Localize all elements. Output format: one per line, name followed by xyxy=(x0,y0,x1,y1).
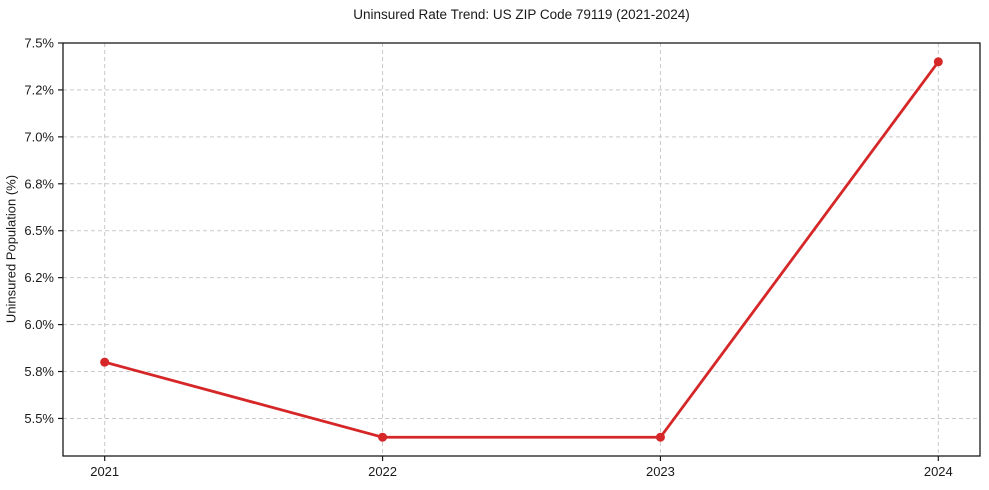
y-axis-label: Uninsured Population (%) xyxy=(3,174,19,324)
y-tick-label: 6.2% xyxy=(24,270,54,285)
y-tick-label: 6.8% xyxy=(24,176,54,191)
y-tick-label: 5.8% xyxy=(24,364,54,379)
data-point-2024 xyxy=(933,57,943,67)
trend-line xyxy=(103,60,940,439)
y-tick-label: 5.5% xyxy=(24,411,54,426)
chart-title: Uninsured Rate Trend: US ZIP Code 79119 … xyxy=(353,7,690,22)
y-tick-label: 6.5% xyxy=(24,223,54,238)
x-tick-label: 2021 xyxy=(90,464,119,479)
data-point-2022 xyxy=(378,432,388,442)
x-tick-label: 2023 xyxy=(646,464,675,479)
x-tick-label: 2022 xyxy=(368,464,397,479)
y-tick-label: 7.2% xyxy=(24,82,54,97)
x-tick-label: 2024 xyxy=(924,464,953,479)
data-point-2023 xyxy=(655,432,665,442)
data-point-2021 xyxy=(100,357,110,367)
y-tick-label: 7.0% xyxy=(24,129,54,144)
y-tick-label: 7.5% xyxy=(24,36,54,51)
y-tick-label: 6.0% xyxy=(24,317,54,332)
axes-spines xyxy=(62,42,981,457)
